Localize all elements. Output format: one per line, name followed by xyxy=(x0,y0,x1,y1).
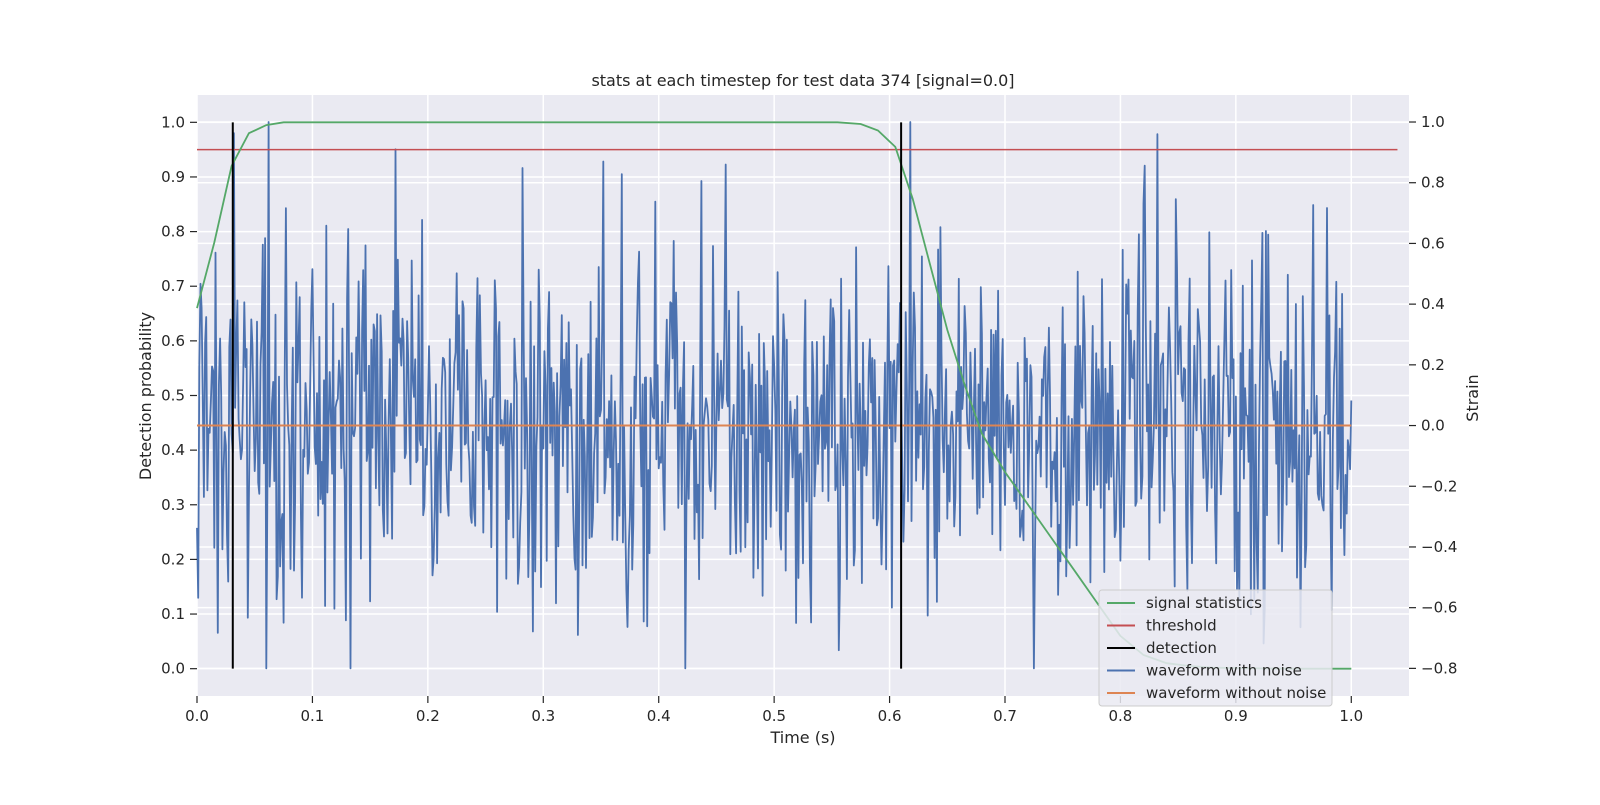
y2-tick-label: 0.8 xyxy=(1421,174,1445,192)
bottom-axis: 0.0 0.1 0.2 0.3 0.4 0.5 0.6 0.7 0.8 0.9 1.0 xyxy=(185,696,1363,725)
x-axis-label: Time (s) xyxy=(769,728,835,747)
x-tick-label: 0.7 xyxy=(993,707,1017,725)
y2-tick-label: 0.6 xyxy=(1421,234,1445,252)
x-tick-label: 0.6 xyxy=(878,707,902,725)
y2-tick-label: −0.6 xyxy=(1421,599,1457,617)
y2-tick-label: −0.8 xyxy=(1421,659,1457,677)
y-tick-label: 1.0 xyxy=(161,113,185,131)
x-tick-label: 0.4 xyxy=(647,707,671,725)
legend-label: detection xyxy=(1146,639,1217,657)
y-tick-label: 0.8 xyxy=(161,223,185,241)
y2-tick-label: −0.4 xyxy=(1421,538,1457,556)
y-tick-label: 0.5 xyxy=(161,387,185,405)
chart-title: stats at each timestep for test data 374… xyxy=(591,71,1014,90)
y-tick-label: 0.1 xyxy=(161,605,185,623)
y-tick-label: 0.7 xyxy=(161,277,185,295)
legend-label: waveform with noise xyxy=(1146,662,1302,680)
y-tick-label: 0.3 xyxy=(161,496,185,514)
y-tick-label: 0.6 xyxy=(161,332,185,350)
x-tick-label: 0.5 xyxy=(762,707,786,725)
y-tick-label: 0.9 xyxy=(161,168,185,186)
x-tick-label: 0.2 xyxy=(416,707,440,725)
x-tick-label: 0.8 xyxy=(1108,707,1132,725)
y2-tick-label: −0.2 xyxy=(1421,477,1457,495)
x-tick-label: 0.9 xyxy=(1224,707,1248,725)
right-axis: −0.8 −0.6 −0.4 −0.2 0.0 0.2 0.4 0.6 0.8 1.0 xyxy=(1409,113,1457,677)
y-axis-label: Detection probability xyxy=(136,312,155,480)
y2-tick-label: 0.2 xyxy=(1421,356,1445,374)
x-tick-label: 0.0 xyxy=(185,707,209,725)
legend-label: signal statistics xyxy=(1146,594,1262,612)
legend-label: threshold xyxy=(1146,617,1217,635)
y-tick-label: 0.0 xyxy=(161,660,185,678)
legend: signal statistics threshold detection wavef… xyxy=(1098,589,1333,707)
legend-label: waveform without noise xyxy=(1146,684,1326,702)
x-tick-label: 0.3 xyxy=(531,707,555,725)
y-tick-label: 0.2 xyxy=(161,550,185,568)
y2-tick-label: 0.4 xyxy=(1421,295,1445,313)
y-tick-label: 0.4 xyxy=(161,441,185,459)
series-waveform-with-noise xyxy=(196,121,1353,670)
y2-axis-label: Strain xyxy=(1463,374,1482,421)
x-tick-label: 1.0 xyxy=(1339,707,1363,725)
x-tick-label: 0.1 xyxy=(300,707,324,725)
y2-tick-label: 1.0 xyxy=(1421,113,1445,131)
y2-tick-label: 0.0 xyxy=(1421,417,1445,435)
left-axis: 0.0 0.1 0.2 0.3 0.4 0.5 0.6 0.7 0.8 0.9 1.0 xyxy=(161,113,197,678)
legend-box xyxy=(1098,589,1333,707)
